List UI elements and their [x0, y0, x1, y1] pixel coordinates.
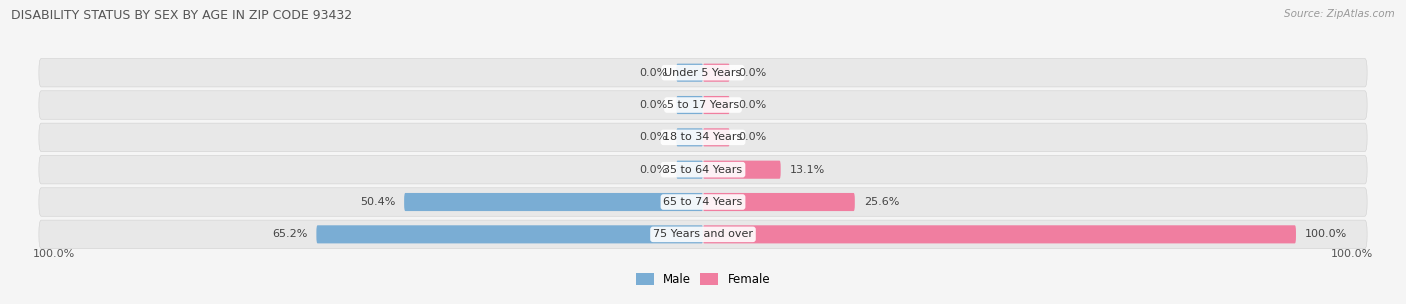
Text: 100.0%: 100.0%	[1331, 249, 1374, 259]
FancyBboxPatch shape	[676, 161, 703, 179]
Text: 0.0%: 0.0%	[738, 132, 766, 142]
FancyBboxPatch shape	[676, 64, 703, 82]
Legend: Male, Female: Male, Female	[636, 273, 770, 286]
Text: 5 to 17 Years: 5 to 17 Years	[666, 100, 740, 110]
FancyBboxPatch shape	[703, 128, 730, 147]
Text: 65 to 74 Years: 65 to 74 Years	[664, 197, 742, 207]
Text: 13.1%: 13.1%	[790, 165, 825, 175]
FancyBboxPatch shape	[316, 225, 703, 244]
Text: Under 5 Years: Under 5 Years	[665, 68, 741, 78]
FancyBboxPatch shape	[39, 58, 1367, 87]
Text: 100.0%: 100.0%	[1305, 229, 1347, 239]
Text: 35 to 64 Years: 35 to 64 Years	[664, 165, 742, 175]
FancyBboxPatch shape	[703, 64, 730, 82]
Text: 18 to 34 Years: 18 to 34 Years	[664, 132, 742, 142]
Text: 0.0%: 0.0%	[738, 100, 766, 110]
FancyBboxPatch shape	[39, 155, 1367, 184]
Text: Source: ZipAtlas.com: Source: ZipAtlas.com	[1284, 9, 1395, 19]
Text: 0.0%: 0.0%	[738, 68, 766, 78]
Text: 0.0%: 0.0%	[640, 100, 668, 110]
FancyBboxPatch shape	[676, 96, 703, 114]
Text: 0.0%: 0.0%	[640, 132, 668, 142]
Text: 50.4%: 50.4%	[360, 197, 395, 207]
Text: 25.6%: 25.6%	[863, 197, 898, 207]
Text: 0.0%: 0.0%	[640, 68, 668, 78]
FancyBboxPatch shape	[703, 225, 1296, 244]
FancyBboxPatch shape	[703, 193, 855, 211]
FancyBboxPatch shape	[39, 220, 1367, 249]
Text: DISABILITY STATUS BY SEX BY AGE IN ZIP CODE 93432: DISABILITY STATUS BY SEX BY AGE IN ZIP C…	[11, 9, 353, 22]
Text: 75 Years and over: 75 Years and over	[652, 229, 754, 239]
Text: 65.2%: 65.2%	[273, 229, 308, 239]
Text: 100.0%: 100.0%	[32, 249, 75, 259]
FancyBboxPatch shape	[404, 193, 703, 211]
FancyBboxPatch shape	[703, 96, 730, 114]
FancyBboxPatch shape	[39, 188, 1367, 216]
FancyBboxPatch shape	[676, 128, 703, 147]
Text: 0.0%: 0.0%	[640, 165, 668, 175]
FancyBboxPatch shape	[39, 91, 1367, 119]
FancyBboxPatch shape	[703, 161, 780, 179]
FancyBboxPatch shape	[39, 123, 1367, 152]
